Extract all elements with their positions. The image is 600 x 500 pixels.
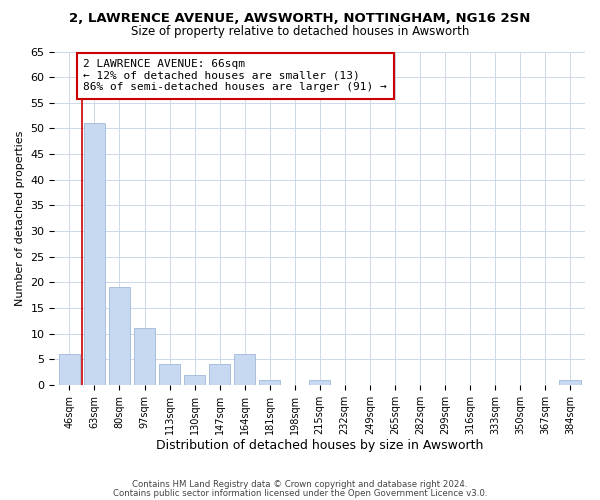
Text: Size of property relative to detached houses in Awsworth: Size of property relative to detached ho…	[131, 25, 469, 38]
Bar	[84, 124, 105, 385]
Bar	[259, 380, 280, 385]
Bar	[234, 354, 255, 385]
Bar	[184, 374, 205, 385]
Bar	[209, 364, 230, 385]
Text: 2, LAWRENCE AVENUE, AWSWORTH, NOTTINGHAM, NG16 2SN: 2, LAWRENCE AVENUE, AWSWORTH, NOTTINGHAM…	[70, 12, 530, 26]
Bar	[59, 354, 80, 385]
Text: Contains HM Land Registry data © Crown copyright and database right 2024.: Contains HM Land Registry data © Crown c…	[132, 480, 468, 489]
X-axis label: Distribution of detached houses by size in Awsworth: Distribution of detached houses by size …	[156, 440, 484, 452]
Bar	[159, 364, 180, 385]
Bar	[134, 328, 155, 385]
Bar	[309, 380, 331, 385]
Text: Contains public sector information licensed under the Open Government Licence v3: Contains public sector information licen…	[113, 488, 487, 498]
Text: 2 LAWRENCE AVENUE: 66sqm
← 12% of detached houses are smaller (13)
86% of semi-d: 2 LAWRENCE AVENUE: 66sqm ← 12% of detach…	[83, 59, 387, 92]
Bar	[559, 380, 581, 385]
Bar	[109, 288, 130, 385]
Y-axis label: Number of detached properties: Number of detached properties	[15, 130, 25, 306]
